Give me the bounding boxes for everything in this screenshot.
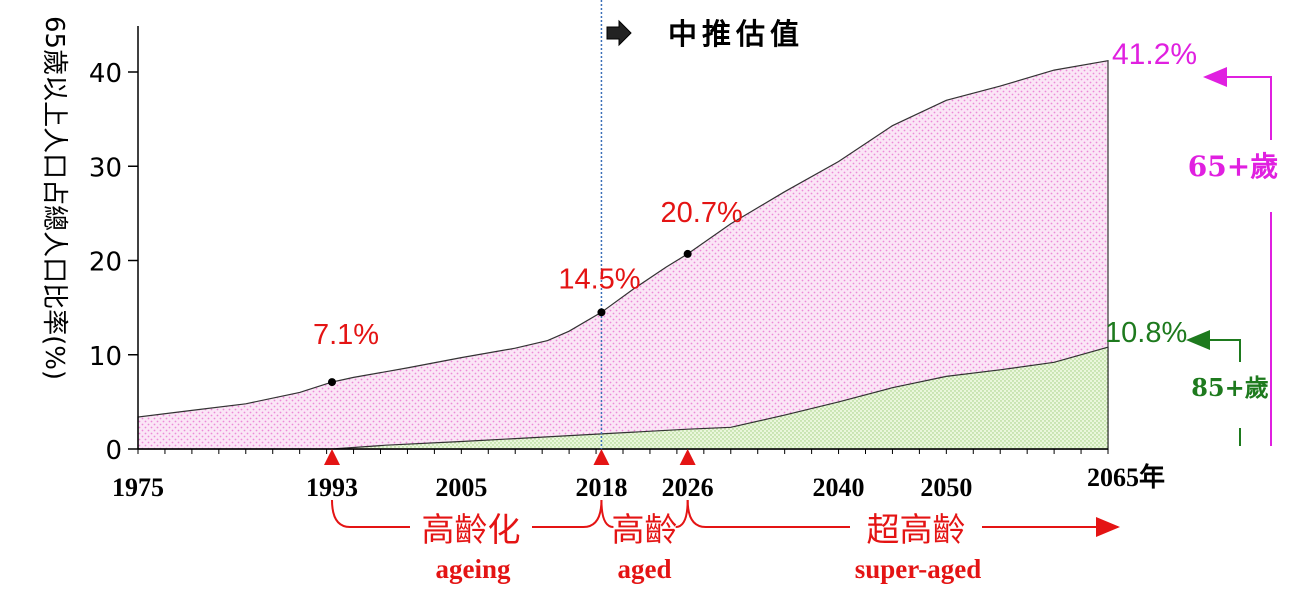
bracket-aged-left bbox=[600, 499, 614, 528]
bracket-ageing-right bbox=[532, 499, 603, 528]
phase-en-ageing: ageing bbox=[435, 554, 511, 584]
bracket-85-top bbox=[1186, 330, 1241, 362]
x-tick-label-2065: 2065年 bbox=[1087, 462, 1165, 492]
x-tick-label-2018: 2018 bbox=[575, 473, 627, 502]
phase-en-superaged: super-aged bbox=[855, 554, 982, 584]
x-tick-label-2050: 2050 bbox=[920, 473, 972, 502]
chart-title: 中推估值 bbox=[668, 17, 804, 51]
end-label-65-value: 41.2% bbox=[1112, 38, 1197, 71]
group-label-65: 65+歲 bbox=[1188, 150, 1278, 183]
bracket-65-top bbox=[1203, 67, 1272, 140]
milestone-triangle-2018 bbox=[593, 449, 610, 465]
y-tick-label-10: 10 bbox=[89, 342, 122, 372]
bracket-ageing-left bbox=[331, 499, 410, 528]
title: 中推估值 bbox=[606, 17, 804, 51]
phase-brackets: 高齡化 ageing 高齡 aged 超高齡 super-aged bbox=[331, 499, 1120, 584]
phase-label-aged: 高齡 bbox=[612, 510, 678, 549]
milestone-label-1993: 7.1% bbox=[313, 319, 379, 351]
milestone-triangle-1993 bbox=[324, 449, 340, 465]
y-tick-label-30: 30 bbox=[89, 153, 122, 183]
milestone-label-2018: 14.5% bbox=[558, 263, 640, 295]
y-tick-label-0: 0 bbox=[105, 436, 122, 466]
side-labels: 41.2% 10.8% 65+歲 85+歲 bbox=[1105, 38, 1278, 446]
x-tick-label-2040: 2040 bbox=[813, 473, 865, 502]
y-axis-label: 65歲以上人口占總人口比率(%) bbox=[39, 16, 69, 380]
milestones: 7.1% 14.5% 20.7% bbox=[313, 197, 743, 465]
milestone-point-2026 bbox=[683, 249, 692, 258]
y-ticks: 0 10 20 30 40 bbox=[89, 59, 138, 466]
bracket-superaged-left bbox=[686, 499, 850, 528]
x-tick-label-2005: 2005 bbox=[435, 473, 487, 502]
y-tick-label-20: 20 bbox=[89, 248, 122, 278]
y-tick-label-40: 40 bbox=[89, 59, 122, 89]
x-tick-labels: 1975 1993 2005 2018 2026 2040 2050 2065年 bbox=[112, 462, 1165, 502]
milestone-point-2018 bbox=[597, 308, 606, 317]
right-arrow-icon bbox=[606, 19, 632, 47]
x-tick-label-1975: 1975 bbox=[112, 473, 164, 502]
milestone-triangle-2026 bbox=[679, 449, 696, 465]
end-label-85-value: 10.8% bbox=[1105, 317, 1187, 349]
area-65-plus bbox=[137, 59, 1109, 450]
milestone-point-1993 bbox=[328, 378, 336, 387]
x-minor-ticks bbox=[137, 449, 1109, 454]
milestone-label-2026: 20.7% bbox=[661, 197, 743, 229]
x-tick-label-1993: 1993 bbox=[306, 473, 358, 502]
phase-label-ageing: 高齡化 bbox=[422, 510, 521, 549]
x-tick-label-2026: 2026 bbox=[662, 473, 714, 502]
phase-label-superaged: 超高齡 bbox=[867, 510, 966, 549]
phase-en-aged: aged bbox=[618, 554, 672, 584]
group-label-85: 85+歲 bbox=[1191, 373, 1269, 402]
